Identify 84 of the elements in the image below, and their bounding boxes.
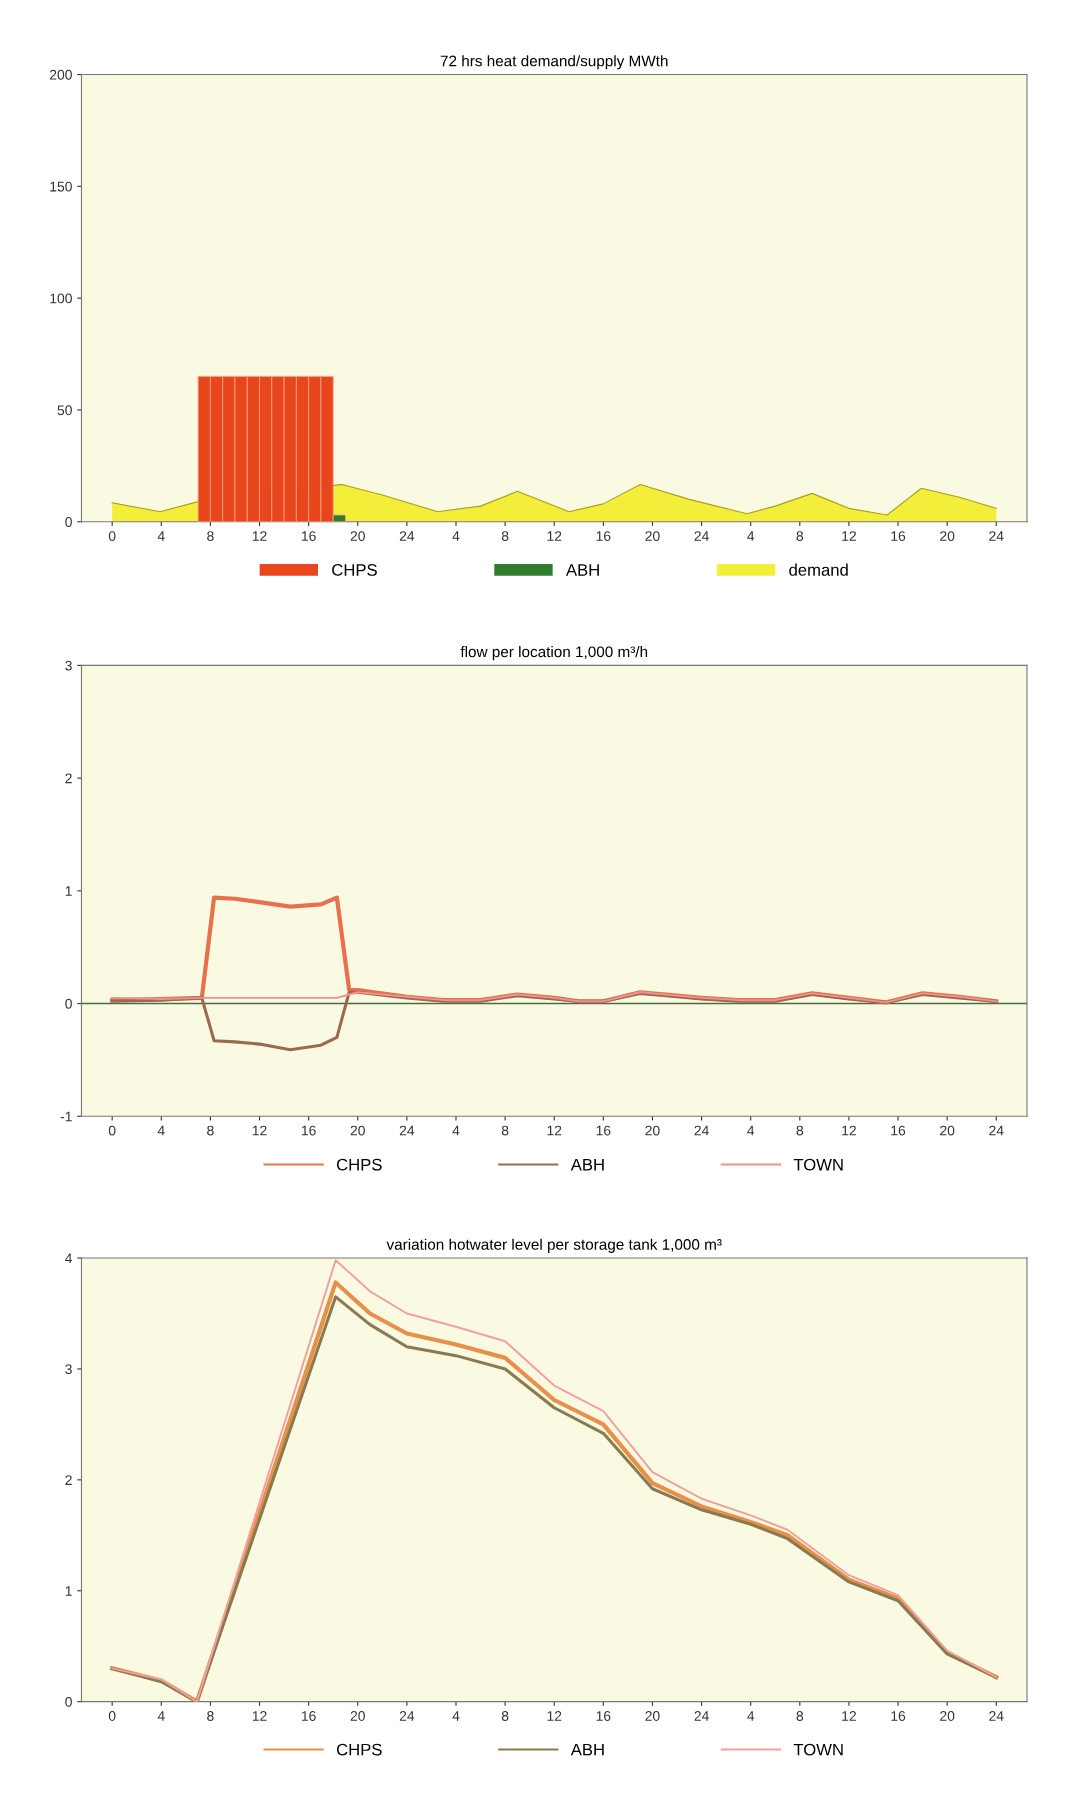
y-tick-label: 150 xyxy=(50,181,72,192)
x-tick-label: 8 xyxy=(796,531,804,541)
chart-title: 72 hrs heat demand/supply MWth xyxy=(440,55,668,70)
x-tick-label: 16 xyxy=(596,1125,611,1136)
x-tick-label: 8 xyxy=(207,1711,214,1721)
y-tick-label: 1 xyxy=(65,1586,72,1596)
x-tick-label: 24 xyxy=(694,1711,709,1721)
x-tick-label: 12 xyxy=(842,1711,856,1721)
x-tick-label: 8 xyxy=(796,1125,804,1136)
x-tick-label: 16 xyxy=(596,1711,611,1721)
x-tick-label: 4 xyxy=(747,531,755,541)
x-tick-label: 4 xyxy=(747,1711,755,1721)
legend-label: ABH xyxy=(566,564,599,576)
x-tick-label: 20 xyxy=(645,531,660,541)
x-tick-label: 8 xyxy=(207,531,214,541)
x-tick-label: 24 xyxy=(694,531,709,541)
x-tick-label: 20 xyxy=(645,1125,660,1136)
x-tick-label: 20 xyxy=(350,531,365,541)
x-tick-label: 12 xyxy=(842,531,856,541)
y-tick-label: 200 xyxy=(49,69,72,80)
x-tick-label: 4 xyxy=(157,1711,165,1721)
y-tick-label: 2 xyxy=(65,1475,72,1485)
x-tick-label: 20 xyxy=(350,1711,365,1721)
x-tick-label: 12 xyxy=(547,1125,562,1136)
x-tick-label: 12 xyxy=(252,1125,267,1136)
legend-label: demand xyxy=(789,563,848,576)
y-tick-label: 0 xyxy=(65,998,72,1009)
x-tick-label: 20 xyxy=(940,1711,955,1721)
x-tick-label: 8 xyxy=(796,1711,804,1721)
x-tick-label: 24 xyxy=(989,1125,1004,1136)
x-tick-label: 12 xyxy=(252,531,267,541)
x-tick-label: 12 xyxy=(547,531,562,541)
x-tick-label: 24 xyxy=(989,1711,1004,1721)
legend-label: TOWN xyxy=(793,1743,843,1756)
legend-label: TOWN xyxy=(793,1158,843,1171)
x-tick-label: 4 xyxy=(452,1125,460,1136)
x-tick-label: 0 xyxy=(108,1711,116,1721)
x-tick-label: 0 xyxy=(108,531,116,541)
y-tick-label: -1 xyxy=(60,1111,72,1122)
y-tick-label: 4 xyxy=(65,1253,73,1264)
x-tick-label: 16 xyxy=(301,1125,316,1136)
x-tick-label: 16 xyxy=(596,531,611,541)
x-tick-label: 4 xyxy=(747,1125,755,1136)
x-tick-label: 4 xyxy=(452,1711,460,1721)
x-tick-label: 24 xyxy=(399,1711,415,1721)
x-tick-label: 16 xyxy=(891,1711,906,1721)
x-tick-label: 12 xyxy=(547,1711,562,1721)
x-tick-label: 16 xyxy=(301,1711,316,1721)
x-tick-label: 8 xyxy=(501,531,509,541)
x-tick-label: 8 xyxy=(207,1125,214,1136)
legend-label: ABH xyxy=(570,1158,604,1171)
y-tick-label: 100 xyxy=(50,293,72,304)
legend-label: CHPS xyxy=(332,564,377,576)
x-tick-label: 20 xyxy=(940,1125,955,1136)
x-tick-label: 24 xyxy=(694,1125,709,1136)
chart-title: variation hotwater level per storage tank 1,000 m³ xyxy=(386,1238,722,1253)
y-tick-label: 0 xyxy=(65,517,72,527)
x-tick-label: 24 xyxy=(989,531,1004,541)
y-tick-label: 1 xyxy=(65,886,72,896)
x-tick-label: 8 xyxy=(501,1711,509,1721)
x-tick-label: 24 xyxy=(399,531,415,541)
y-tick-label: 3 xyxy=(65,660,72,671)
x-tick-label: 0 xyxy=(108,1125,116,1136)
x-tick-label: 12 xyxy=(252,1711,267,1721)
y-tick-label: 50 xyxy=(57,405,72,416)
x-tick-label: 4 xyxy=(157,1125,165,1136)
x-tick-label: 16 xyxy=(301,531,316,541)
y-tick-label: 2 xyxy=(65,773,72,784)
legend-label: CHPS xyxy=(336,1743,382,1756)
chart-title: flow per location 1,000 m³/h xyxy=(460,645,648,661)
x-tick-label: 20 xyxy=(940,531,955,541)
legend-label: CHPS xyxy=(336,1158,382,1171)
x-tick-label: 16 xyxy=(891,531,906,541)
legend-label: ABH xyxy=(570,1743,604,1756)
x-tick-label: 12 xyxy=(842,1125,856,1136)
x-tick-label: 4 xyxy=(157,531,165,541)
x-tick-label: 8 xyxy=(501,1125,509,1136)
x-tick-label: 16 xyxy=(891,1125,906,1136)
x-tick-label: 24 xyxy=(399,1125,415,1136)
x-tick-label: 4 xyxy=(452,531,460,541)
y-tick-label: 0 xyxy=(65,1696,72,1707)
x-tick-label: 20 xyxy=(645,1711,660,1721)
x-tick-label: 20 xyxy=(350,1125,365,1136)
y-tick-label: 3 xyxy=(65,1364,72,1375)
